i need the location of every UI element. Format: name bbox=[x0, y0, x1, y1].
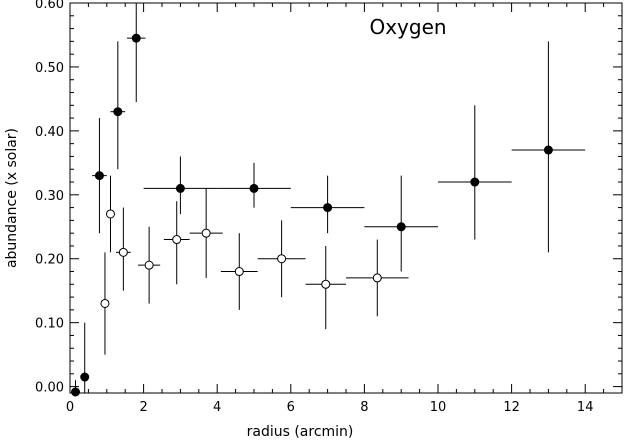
open-marker bbox=[144, 260, 154, 270]
filled-marker bbox=[323, 203, 333, 213]
filled-data-point bbox=[290, 175, 365, 234]
filled-data-point bbox=[438, 105, 512, 240]
chart-title: Oxygen bbox=[369, 15, 446, 39]
open-data-point bbox=[257, 220, 306, 298]
filled-marker bbox=[396, 222, 406, 232]
open-data-point bbox=[116, 207, 131, 291]
x-tick-label: 10 bbox=[430, 400, 447, 415]
x-tick-label: 8 bbox=[360, 400, 368, 415]
data-marks bbox=[70, 3, 586, 397]
open-marker bbox=[321, 279, 331, 289]
y-tick-label: 0.50 bbox=[35, 61, 64, 76]
filled-marker bbox=[71, 387, 81, 397]
y-tick-label: 0.40 bbox=[35, 125, 64, 140]
filled-marker bbox=[175, 183, 185, 193]
open-data-point bbox=[163, 201, 190, 285]
open-data-point bbox=[220, 233, 258, 310]
filled-data-point bbox=[110, 41, 126, 170]
filled-data-point bbox=[92, 118, 107, 234]
open-data-point bbox=[105, 175, 115, 253]
x-tick-label: 2 bbox=[139, 400, 147, 415]
open-data-point bbox=[189, 188, 223, 278]
x-tick-label: 6 bbox=[287, 400, 295, 415]
y-tick-label: 0.00 bbox=[35, 381, 64, 396]
open-data-point bbox=[138, 226, 161, 304]
y-axis: 0.00 0.10 0.20 0.30 0.40 0.50 0.60 bbox=[35, 0, 622, 396]
open-marker bbox=[234, 267, 244, 277]
y-tick-label: 0.20 bbox=[35, 253, 64, 268]
filled-data-point bbox=[217, 162, 291, 208]
x-axis-label: radius (arcmin) bbox=[247, 424, 354, 440]
x-tick-label: 14 bbox=[577, 400, 594, 415]
filled-marker bbox=[113, 107, 123, 117]
y-tick-label: 0.60 bbox=[35, 0, 64, 12]
filled-marker bbox=[131, 33, 141, 43]
filled-data-point bbox=[143, 156, 218, 214]
x-axis: 0 2 4 6 8 10 12 14 bbox=[66, 3, 605, 415]
open-marker bbox=[172, 235, 182, 245]
open-marker bbox=[105, 209, 115, 219]
filled-marker bbox=[94, 171, 104, 181]
filled-marker bbox=[249, 183, 259, 193]
y-axis-label: abundance (x solar) bbox=[4, 128, 20, 268]
x-tick-label: 4 bbox=[213, 400, 221, 415]
open-data-point bbox=[305, 245, 346, 330]
filled-data-point bbox=[511, 41, 586, 253]
open-marker bbox=[372, 273, 382, 283]
open-data-point bbox=[100, 252, 110, 355]
x-tick-label: 12 bbox=[503, 400, 520, 415]
open-marker bbox=[100, 298, 110, 308]
open-data-point bbox=[346, 239, 409, 317]
x-tick-label: 0 bbox=[66, 400, 74, 415]
filled-marker bbox=[543, 145, 553, 155]
filled-marker bbox=[470, 177, 480, 187]
filled-data-point bbox=[127, 3, 146, 103]
filled-data-point bbox=[70, 380, 82, 397]
open-marker bbox=[201, 228, 211, 238]
open-marker bbox=[118, 247, 128, 257]
y-tick-label: 0.10 bbox=[35, 317, 64, 332]
y-tick-label: 0.30 bbox=[35, 189, 64, 204]
filled-marker bbox=[80, 372, 90, 382]
filled-data-point bbox=[80, 322, 90, 393]
open-marker bbox=[277, 254, 287, 264]
filled-data-point bbox=[364, 175, 438, 272]
plot-frame bbox=[69, 2, 623, 394]
